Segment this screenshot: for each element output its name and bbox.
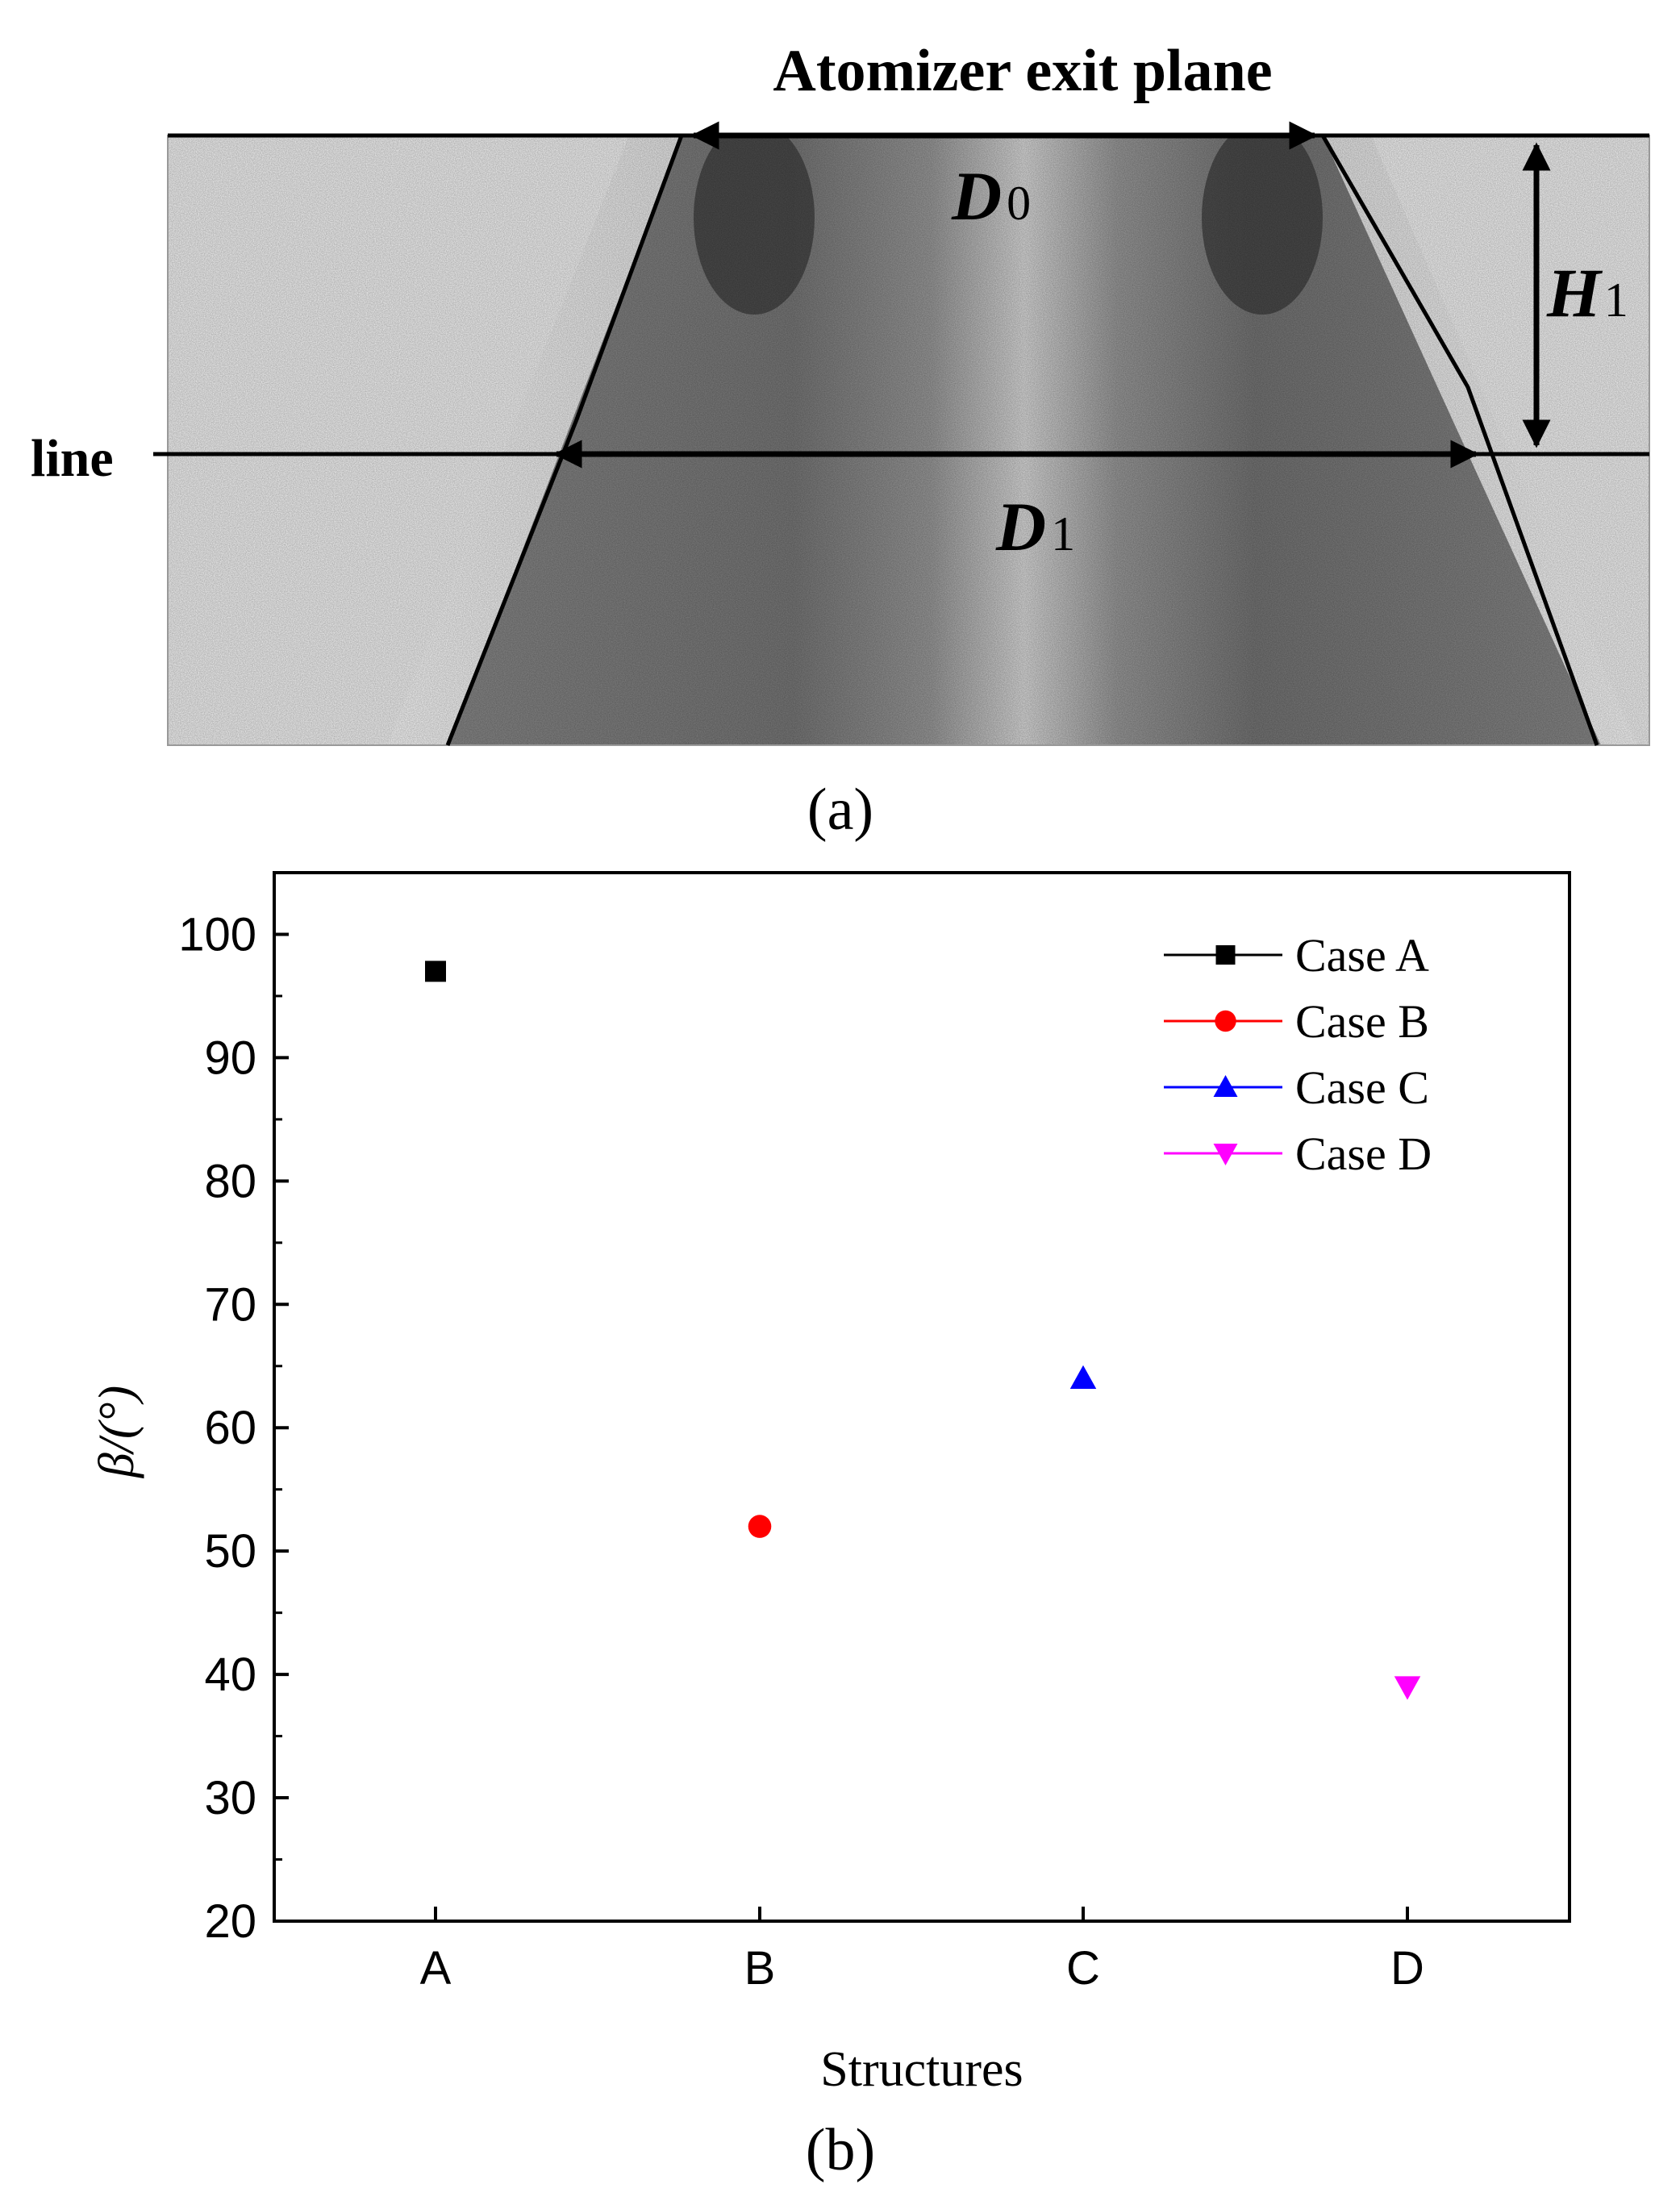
panel-b-caption: (b) — [806, 2117, 875, 2183]
data-point — [1069, 1365, 1097, 1390]
legend-marker — [1215, 945, 1236, 965]
x-tick-label: C — [1066, 1942, 1100, 1995]
y-axis: 20 30 40 50 60 70 80 90 100 — [178, 908, 289, 1948]
x-axis: A B C D — [420, 1907, 1424, 1995]
panel-a-caption: (a) — [807, 777, 873, 843]
legend-label: Case C — [1295, 1061, 1429, 1114]
x-tick-label: A — [420, 1942, 452, 1995]
legend: Case A Case B Case C Case D — [1164, 929, 1432, 1180]
data-points — [425, 961, 1421, 1700]
spray-boundary-left — [445, 135, 684, 746]
legend-marker — [1215, 1010, 1236, 1032]
legend-marker — [1213, 1075, 1238, 1097]
legend-label: Case B — [1295, 995, 1429, 1048]
x-tick-label: D — [1390, 1942, 1424, 1995]
spray-boundary-right — [1320, 134, 1599, 746]
y-tick-label: 50 — [204, 1525, 256, 1578]
exit-plane-label: Atomizer exit plane — [773, 38, 1272, 104]
h1-label: H1 — [1546, 254, 1628, 331]
y-tick-label: 40 — [204, 1649, 256, 1701]
y-tick-label: 90 — [204, 1032, 256, 1084]
y-axis-label: β/(°) — [90, 1386, 144, 1478]
y-tick-label: 20 — [204, 1895, 256, 1948]
y-tick-label: 60 — [204, 1402, 256, 1454]
line-label: line — [31, 429, 114, 488]
y-tick-label: 70 — [204, 1278, 256, 1331]
y-tick-label: 100 — [178, 908, 256, 961]
x-tick-label: B — [744, 1942, 776, 1995]
spray-photo — [168, 135, 1649, 745]
data-point — [425, 961, 446, 982]
legend-marker — [1213, 1144, 1238, 1165]
legend-label: Case A — [1295, 929, 1429, 982]
data-point — [748, 1515, 772, 1538]
y-tick-label: 80 — [204, 1155, 256, 1207]
data-point — [1394, 1676, 1421, 1700]
x-axis-label: Structures — [820, 2042, 1023, 2097]
plot-frame — [273, 871, 1571, 1923]
y-tick-label: 30 — [204, 1772, 256, 1824]
legend-label: Case D — [1295, 1128, 1432, 1180]
